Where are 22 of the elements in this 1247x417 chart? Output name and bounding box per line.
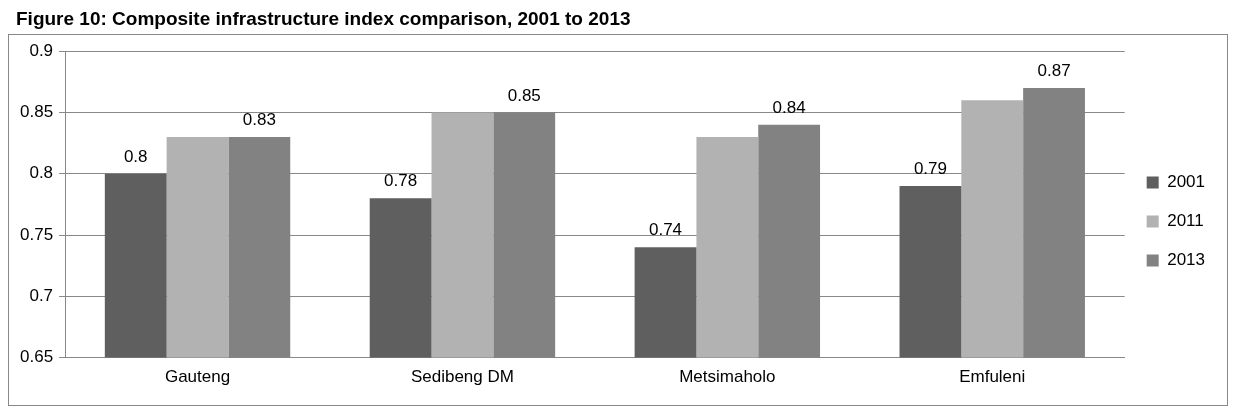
y-tick-label: 0.85 — [19, 102, 54, 122]
legend-label: 2011 — [1167, 211, 1204, 231]
y-tick-label: 0.75 — [19, 224, 54, 244]
legend-label: 2013 — [1167, 250, 1206, 270]
y-tick-label: 0.9 — [29, 40, 54, 60]
data-label: 0.79 — [913, 159, 947, 179]
data-label: 0.78 — [384, 171, 418, 191]
data-label: 0.8 — [123, 146, 148, 166]
x-tick-label: Emfuleni — [959, 367, 1026, 387]
data-label: 0.74 — [648, 220, 683, 240]
data-label: 0.84 — [772, 97, 806, 117]
data-label: 0.87 — [1037, 61, 1071, 81]
x-tick-label: Sedibeng DM — [410, 367, 514, 387]
data-label: 0.83 — [242, 110, 276, 130]
x-tick-label: Gauteng — [164, 367, 231, 387]
x-tick-label: Metsimaholo — [679, 367, 776, 387]
y-tick-label: 0.7 — [29, 286, 54, 306]
chart-title: Figure 10: Composite infrastructure index comparison, 2001 to 2013 — [16, 8, 632, 30]
data-label: 0.85 — [507, 85, 541, 105]
legend-label: 2001 — [1167, 172, 1206, 192]
y-tick-label: 0.8 — [29, 163, 54, 183]
y-tick-label: 0.65 — [19, 347, 54, 367]
